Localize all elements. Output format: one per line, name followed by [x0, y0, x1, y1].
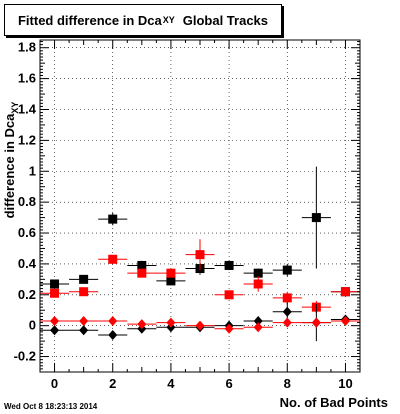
data-point-square	[253, 268, 263, 278]
data-point-diamond	[166, 317, 176, 328]
chart-title-main: Fitted difference in Dca	[17, 12, 162, 28]
data-point-square	[224, 290, 234, 300]
y-tick-label: 0.6	[18, 225, 36, 240]
data-point-diamond	[224, 323, 234, 334]
x-tick-label: 0	[51, 376, 58, 391]
data-point-square	[195, 250, 205, 260]
data-point-square	[282, 293, 292, 303]
y-tick-label: 0	[29, 318, 36, 333]
chart-title-suffix: Global Tracks	[182, 12, 269, 28]
y-axis-label-subscript: XY	[10, 101, 20, 114]
data-point-square	[137, 268, 147, 278]
data-point-square	[50, 279, 60, 289]
x-tick-label: 8	[284, 376, 291, 391]
x-tick-label: 4	[167, 376, 175, 391]
data-point-diamond	[253, 322, 263, 333]
y-tick-label: 1.2	[18, 132, 36, 147]
data-point-diamond	[108, 316, 118, 327]
data-point-square	[311, 213, 321, 223]
data-point-square	[340, 287, 350, 297]
x-tick-label: 10	[338, 376, 352, 391]
data-point-diamond	[50, 325, 60, 336]
data-point-square	[79, 287, 89, 297]
data-point-diamond	[311, 317, 321, 328]
y-axis-label-main: difference in Dca	[2, 113, 17, 219]
data-point-square	[108, 254, 118, 264]
data-point-diamond	[253, 316, 263, 327]
data-point-diamond	[340, 316, 350, 327]
x-tick-label: 2	[109, 376, 116, 391]
chart-title-subscript: XY	[162, 15, 175, 25]
data-point-diamond	[282, 306, 292, 317]
y-tick-label: -0.2	[14, 349, 36, 364]
y-tick-label: 1	[29, 163, 36, 178]
data-series	[40, 166, 360, 342]
data-point-diamond	[282, 317, 292, 328]
data-point-square	[79, 274, 89, 284]
data-point-square	[137, 260, 147, 270]
y-tick-label: 0.2	[18, 287, 36, 302]
data-point-square	[282, 265, 292, 275]
data-point-square	[108, 214, 118, 224]
data-point-diamond	[195, 320, 205, 331]
data-point-diamond	[137, 319, 147, 330]
y-tick-label: 1.8	[18, 40, 36, 55]
x-axis-label: No. of Bad Points	[279, 395, 388, 410]
y-tick-label: 0.8	[18, 194, 36, 209]
data-point-diamond	[50, 316, 60, 327]
data-point-square	[224, 260, 234, 270]
data-point-square	[166, 276, 176, 286]
y-axis-label: difference in DcaXY	[2, 102, 20, 219]
data-point-square	[166, 268, 176, 278]
data-point-square	[253, 279, 263, 289]
data-point-square	[50, 288, 60, 298]
timestamp: Wed Oct 8 18:23:13 2014	[4, 402, 98, 411]
data-point-diamond	[79, 325, 89, 336]
data-point-diamond	[108, 329, 118, 340]
y-tick-label: 1.4	[18, 101, 37, 116]
data-point-diamond	[79, 316, 89, 327]
axes: 0 2 4 6 8 10 -0.2 0 0.2 0.4 0.6 0.8 1 1.2 1.4 1.6 1.8	[14, 39, 361, 391]
y-tick-label: 1.6	[18, 71, 36, 86]
chart-title: Fitted difference in Dca XY Global Track…	[4, 4, 282, 36]
x-tick-label: 6	[225, 376, 232, 391]
y-tick-label: 0.4	[18, 256, 37, 271]
